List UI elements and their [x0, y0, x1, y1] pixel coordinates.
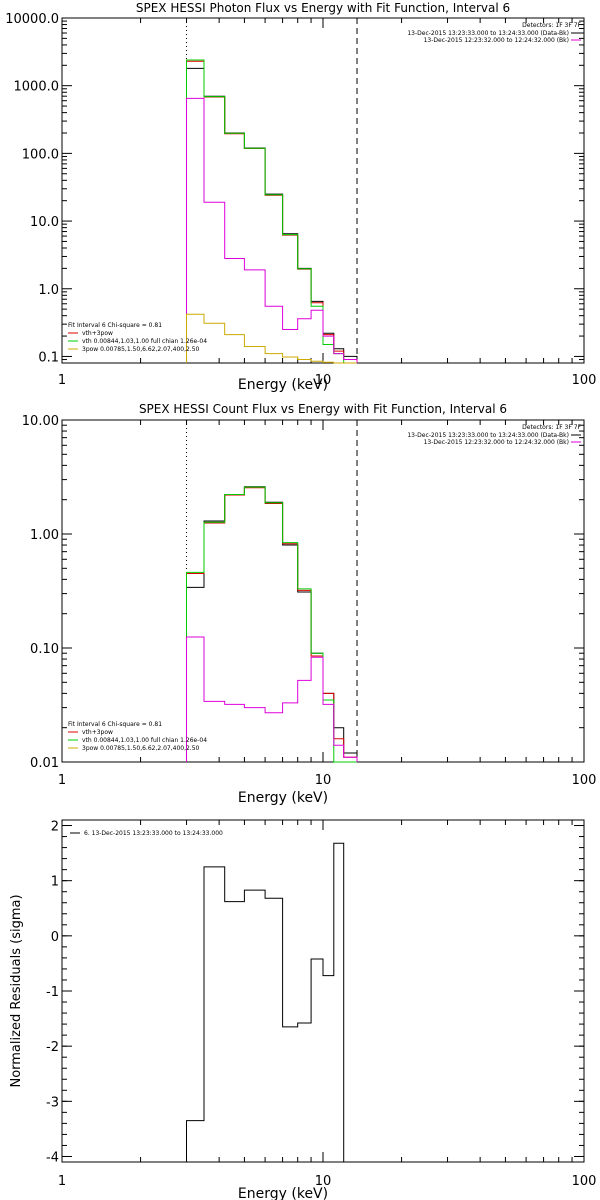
y-tick-label: 0.10 [30, 642, 59, 657]
series-line-4 [186, 636, 358, 762]
series-line-5 [186, 313, 357, 364]
x-tick-label: 10 [315, 373, 332, 388]
legend-entry: 13-Dec-2015 13:23:33.000 to 13:24:33.000… [407, 432, 569, 439]
y-tick-label: -2 [46, 1040, 59, 1055]
x-tick-label: 100 [572, 373, 597, 388]
legend-entry: 6. 13-Dec-2015 13:23:33.000 to 13:24:33.… [84, 830, 223, 837]
series-line-3 [186, 59, 357, 364]
y-tick-label: 1.00 [30, 528, 59, 543]
y-tick-label: 0.1 [38, 350, 59, 365]
y-tick-label: -4 [46, 1150, 59, 1165]
chart-panel-1: SPEX HESSI Photon Flux vs Energy with Fi… [5, 1, 596, 393]
y-tick-label: 10000.0 [5, 12, 59, 27]
fit-legend-header: Fit Interval 6 Chi-square = 0.81 [68, 322, 162, 329]
x-tick-label: 100 [572, 773, 597, 788]
series-line-4 [186, 97, 358, 363]
y-tick-label: 1000.0 [14, 80, 60, 95]
series-line-1 [186, 486, 358, 762]
plot-frame [61, 419, 585, 763]
x-axis-label: Energy (keV) [238, 790, 328, 806]
series-line-1 [186, 67, 358, 363]
y-tick-label: 1.0 [38, 283, 59, 298]
y-tick-label: 1 [51, 875, 59, 890]
y-tick-label: 10.0 [30, 215, 59, 230]
legend-header: Detectors: 1F 3F 7F [522, 22, 581, 29]
chart-title: SPEX HESSI Photon Flux vs Energy with Fi… [136, 1, 510, 15]
fit-legend-header: Fit Interval 6 Chi-square = 0.81 [68, 721, 162, 728]
fit-legend-entry: vth 0.00844,1.03,1.00 full chian 1.26e-0… [82, 338, 207, 345]
chart-title: SPEX HESSI Count Flux vs Energy with Fit… [139, 402, 507, 416]
fit-legend-entry: vth+3pow [82, 729, 113, 736]
series-line-2 [186, 60, 358, 363]
x-tick-label: 100 [572, 1174, 597, 1189]
chart-panel-2: SPEX HESSI Count Flux vs Energy with Fit… [22, 402, 597, 806]
y-axis-label: Normalized Residuals (sigma) [9, 894, 24, 1087]
x-tick-label: 10 [315, 1174, 332, 1189]
y-tick-label: -1 [46, 985, 59, 1000]
fit-legend-entry: vth+3pow [82, 330, 113, 337]
x-tick-label: 1 [58, 773, 66, 788]
y-tick-label: 100.0 [22, 147, 59, 162]
y-tick-label: 10.00 [22, 414, 59, 429]
legend-entry: 13-Dec-2015 13:23:33.000 to 13:24:33.000… [407, 30, 569, 37]
legend-header: Detectors: 1F 3F 7F [522, 424, 581, 431]
y-tick-label: 2 [51, 820, 59, 835]
legend-entry: 13-Dec-2015 12:23:32.000 to 12:24:32.000… [424, 439, 569, 446]
fit-legend-entry: vth 0.00844,1.03,1.00 full chian 1.26e-0… [82, 737, 207, 744]
series-line-1 [186, 842, 345, 1162]
x-axis-label: Energy (keV) [238, 1186, 328, 1200]
fit-legend-entry: 3pow 0.00785,1.50,6.62,2.07,400,2.50 [82, 346, 200, 353]
x-tick-label: 1 [58, 373, 66, 388]
series-line-3 [186, 486, 357, 763]
fit-legend-entry: 3pow 0.00785,1.50,6.62,2.07,400,2.50 [82, 745, 200, 752]
legend-entry: 13-Dec-2015 12:23:32.000 to 12:24:32.000… [424, 37, 569, 44]
y-tick-label: 0 [51, 930, 59, 945]
y-tick-label: -3 [46, 1095, 59, 1110]
x-tick-label: 1 [58, 1174, 66, 1189]
y-tick-label: 0.01 [30, 756, 59, 771]
series-line-2 [186, 487, 358, 762]
x-axis-label: Energy (keV) [238, 377, 328, 393]
plot-frame [61, 819, 585, 1163]
chart-panel-3: 1 10 100 Energy (keV) -4 -3 -2 -1 0 1 2 Normalized … [9, 819, 597, 1200]
x-tick-label: 10 [315, 773, 332, 788]
